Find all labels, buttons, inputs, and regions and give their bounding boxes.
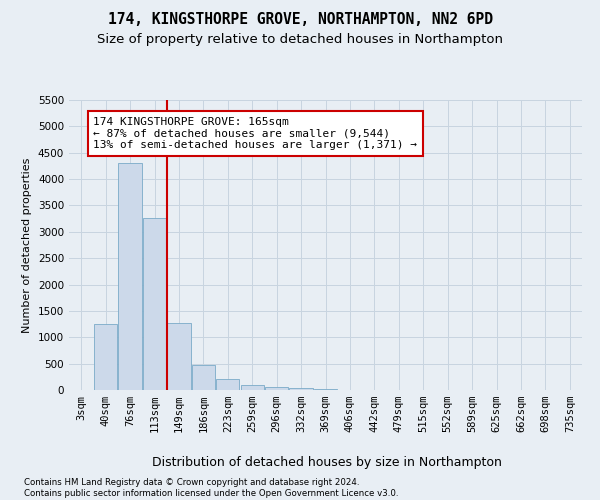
Bar xyxy=(241,385,264,390)
Bar xyxy=(167,322,191,390)
Bar xyxy=(192,364,215,390)
Text: Distribution of detached houses by size in Northampton: Distribution of detached houses by size … xyxy=(152,456,502,469)
Bar xyxy=(265,387,288,390)
Bar xyxy=(143,218,166,390)
Text: Contains HM Land Registry data © Crown copyright and database right 2024.
Contai: Contains HM Land Registry data © Crown c… xyxy=(24,478,398,498)
Text: Size of property relative to detached houses in Northampton: Size of property relative to detached ho… xyxy=(97,32,503,46)
Bar xyxy=(289,388,313,390)
Text: 174, KINGSTHORPE GROVE, NORTHAMPTON, NN2 6PD: 174, KINGSTHORPE GROVE, NORTHAMPTON, NN2… xyxy=(107,12,493,28)
Y-axis label: Number of detached properties: Number of detached properties xyxy=(22,158,32,332)
Bar xyxy=(216,380,239,390)
Bar xyxy=(118,164,142,390)
Bar xyxy=(94,324,117,390)
Text: 174 KINGSTHORPE GROVE: 165sqm
← 87% of detached houses are smaller (9,544)
13% o: 174 KINGSTHORPE GROVE: 165sqm ← 87% of d… xyxy=(94,117,418,150)
